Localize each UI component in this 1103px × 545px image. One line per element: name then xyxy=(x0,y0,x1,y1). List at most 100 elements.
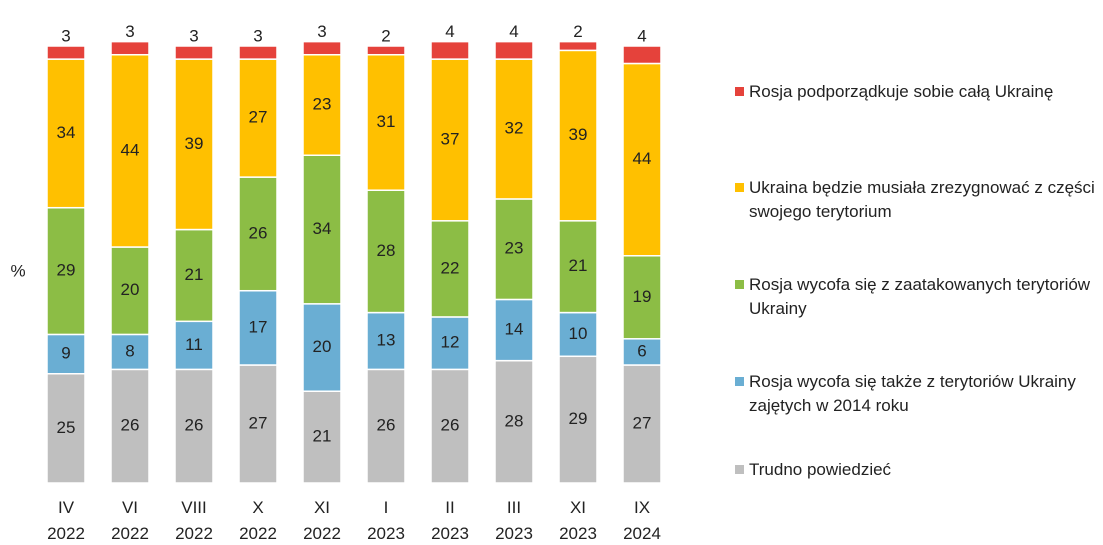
bar-segment xyxy=(430,40,470,60)
bar-segment xyxy=(302,303,342,392)
bar-segment xyxy=(430,58,470,222)
bar-segment xyxy=(110,333,150,371)
data-label: 32 xyxy=(505,119,524,138)
data-label: 26 xyxy=(185,416,204,435)
data-label: 21 xyxy=(185,265,204,284)
bar-segment xyxy=(558,49,598,222)
bar-segment xyxy=(174,368,214,484)
data-label: 27 xyxy=(249,108,268,127)
data-label: 6 xyxy=(637,341,646,360)
bar-segment xyxy=(238,176,278,292)
y-axis-label: % xyxy=(10,261,25,280)
bar-segment xyxy=(558,220,598,314)
x-tick-label: IX 2024 xyxy=(623,498,661,543)
x-tick-label: XI 2023 xyxy=(559,498,597,543)
bar-segment xyxy=(110,246,150,336)
legend-label: Rosja wycofa się z zaatakowanych terytor… xyxy=(749,275,1091,318)
bar-segment xyxy=(494,359,534,484)
legend-swatch xyxy=(735,87,744,96)
data-label: 4 xyxy=(445,22,454,41)
bar-segment xyxy=(174,228,214,323)
x-tick-label: XI 2022 xyxy=(303,498,341,543)
bar-segment xyxy=(46,45,86,60)
data-label: 23 xyxy=(313,94,332,113)
data-label: 27 xyxy=(249,413,268,432)
data-label: 26 xyxy=(441,416,460,435)
data-label: 3 xyxy=(61,26,70,45)
data-label: 2 xyxy=(573,22,582,41)
data-label: 20 xyxy=(121,280,140,299)
data-label: 39 xyxy=(569,125,588,144)
data-label: 29 xyxy=(569,409,588,428)
data-label: 37 xyxy=(441,129,460,148)
data-label: 12 xyxy=(441,333,460,352)
bar-segment xyxy=(174,58,214,231)
data-label: 3 xyxy=(317,22,326,41)
data-label: 3 xyxy=(253,26,262,45)
data-label: 8 xyxy=(125,341,134,360)
bar-segment xyxy=(302,40,342,56)
data-label: 4 xyxy=(637,26,646,45)
x-tick-label: VIII 2022 xyxy=(175,498,213,543)
data-label: 31 xyxy=(377,112,396,131)
data-label: 21 xyxy=(569,256,588,275)
legend-swatch xyxy=(735,280,744,289)
legend-item: Rosja podporządkuje sobie całą Ukrainę xyxy=(735,80,1100,104)
data-label: 9 xyxy=(61,344,70,363)
x-tick-label: I 2023 xyxy=(367,498,405,543)
data-label: 23 xyxy=(505,239,524,258)
bar-segment xyxy=(302,154,342,305)
data-label: 11 xyxy=(185,335,203,354)
x-tick-label: VI 2022 xyxy=(111,498,149,543)
bar-segment xyxy=(622,45,662,65)
bar-segment xyxy=(430,368,470,484)
data-label: 19 xyxy=(633,287,652,306)
bar-segment xyxy=(46,373,86,484)
data-label: 26 xyxy=(249,223,268,242)
data-label: 44 xyxy=(121,140,140,159)
bar-segment xyxy=(110,40,150,56)
data-label: 3 xyxy=(189,26,198,45)
bar-segment xyxy=(302,390,342,484)
bar-segment xyxy=(110,368,150,484)
x-tick-label: II 2023 xyxy=(431,498,469,543)
data-label: 20 xyxy=(313,337,332,356)
bar-segment xyxy=(46,58,86,209)
bar-segment xyxy=(366,53,406,191)
bar-segment xyxy=(174,320,214,371)
bar-segment xyxy=(494,58,534,200)
data-label: 28 xyxy=(505,411,524,430)
x-tick-label: X 2022 xyxy=(239,498,277,543)
legend-swatch xyxy=(735,183,744,192)
data-label: 26 xyxy=(121,416,140,435)
data-label: 27 xyxy=(633,413,652,432)
bar-segment xyxy=(622,338,662,366)
data-label: 34 xyxy=(57,123,76,142)
bar-segment xyxy=(366,189,406,314)
bar-segment xyxy=(238,58,278,178)
bar-segment xyxy=(46,333,86,375)
legend-item: Ukraina będzie musiała zrezygnować z czę… xyxy=(735,176,1100,224)
bar-segment xyxy=(430,220,470,318)
bar-segment xyxy=(366,368,406,484)
x-tick-label: IV 2022 xyxy=(47,498,85,543)
data-label: 39 xyxy=(185,134,204,153)
data-label: 28 xyxy=(377,241,396,260)
bar-segment xyxy=(494,40,534,60)
data-label: 44 xyxy=(633,149,652,168)
data-label: 4 xyxy=(509,22,518,41)
data-label: 14 xyxy=(505,320,524,339)
data-label: 2 xyxy=(381,26,390,45)
legend-label: Trudno powiedzieć xyxy=(749,460,892,479)
data-label: 13 xyxy=(377,330,396,349)
legend-item: Trudno powiedzieć xyxy=(735,458,1100,482)
legend-item: Rosja wycofa się z zaatakowanych terytor… xyxy=(735,273,1100,321)
legend-swatch xyxy=(735,465,744,474)
data-label: 34 xyxy=(313,219,332,238)
legend-swatch xyxy=(735,377,744,386)
bar-segment xyxy=(558,311,598,358)
data-label: 10 xyxy=(569,324,588,343)
bar-segment xyxy=(366,45,406,56)
